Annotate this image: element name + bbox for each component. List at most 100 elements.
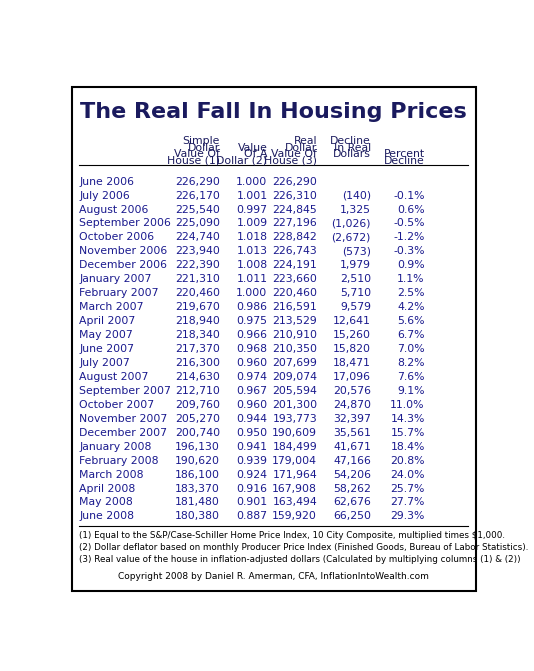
Text: November 2007: November 2007 (79, 414, 168, 424)
Text: 226,170: 226,170 (175, 191, 220, 201)
Text: 184,499: 184,499 (272, 442, 317, 452)
Text: 0.6%: 0.6% (397, 205, 425, 215)
Text: 219,670: 219,670 (175, 302, 220, 312)
Text: 0.941: 0.941 (237, 442, 268, 452)
Text: 227,196: 227,196 (272, 219, 317, 228)
Text: 183,370: 183,370 (175, 484, 220, 494)
Text: 212,710: 212,710 (175, 386, 220, 396)
Text: December 2007: December 2007 (79, 427, 167, 437)
Text: 5,710: 5,710 (340, 289, 371, 298)
Text: 224,740: 224,740 (175, 232, 220, 242)
Text: 190,609: 190,609 (272, 427, 317, 437)
Text: 213,529: 213,529 (272, 316, 317, 326)
Text: 226,310: 226,310 (272, 191, 317, 201)
Text: 54,206: 54,206 (333, 470, 371, 480)
Text: 222,390: 222,390 (175, 260, 220, 270)
Text: 196,130: 196,130 (175, 442, 220, 452)
Text: 159,920: 159,920 (272, 511, 317, 521)
Text: 209,074: 209,074 (272, 372, 317, 382)
Text: Value Of: Value Of (174, 149, 220, 159)
Text: (1,026): (1,026) (332, 219, 371, 228)
Text: -1.2%: -1.2% (394, 232, 425, 242)
Text: 15.7%: 15.7% (390, 427, 425, 437)
Text: 0.966: 0.966 (237, 330, 268, 340)
Text: (140): (140) (342, 191, 371, 201)
Text: 190,620: 190,620 (175, 456, 220, 466)
Text: 41,671: 41,671 (333, 442, 371, 452)
Text: March 2008: March 2008 (79, 470, 144, 480)
Text: 8.2%: 8.2% (397, 358, 425, 368)
Text: 0.967: 0.967 (237, 386, 268, 396)
Text: January 2008: January 2008 (79, 442, 152, 452)
Text: 1,325: 1,325 (340, 205, 371, 215)
Text: October 2006: October 2006 (79, 232, 154, 242)
Text: 2,510: 2,510 (340, 274, 371, 285)
Text: House (3): House (3) (264, 156, 317, 166)
Text: 180,380: 180,380 (175, 511, 220, 521)
Text: 11.0%: 11.0% (390, 400, 425, 410)
Text: 12,641: 12,641 (333, 316, 371, 326)
Text: 1.000: 1.000 (236, 176, 268, 187)
Text: May 2008: May 2008 (79, 497, 133, 507)
Text: 218,340: 218,340 (175, 330, 220, 340)
Text: August 2006: August 2006 (79, 205, 148, 215)
Text: 214,630: 214,630 (175, 372, 220, 382)
Text: 18,471: 18,471 (333, 358, 371, 368)
Text: September 2007: September 2007 (79, 386, 171, 396)
Text: Of A: Of A (244, 149, 268, 159)
Text: 228,842: 228,842 (272, 232, 317, 242)
Text: 226,290: 226,290 (272, 176, 317, 187)
Text: 14.3%: 14.3% (390, 414, 425, 424)
Text: 225,090: 225,090 (175, 219, 220, 228)
Text: 1.008: 1.008 (237, 260, 268, 270)
Text: 27.7%: 27.7% (390, 497, 425, 507)
Text: 223,660: 223,660 (272, 274, 317, 285)
Text: February 2007: February 2007 (79, 289, 159, 298)
Text: Decline: Decline (330, 136, 371, 146)
Text: 163,494: 163,494 (272, 497, 317, 507)
Text: 207,699: 207,699 (272, 358, 317, 368)
Text: March 2007: March 2007 (79, 302, 144, 312)
Text: 0.939: 0.939 (237, 456, 268, 466)
Text: 179,004: 179,004 (272, 456, 317, 466)
Text: 2.5%: 2.5% (397, 289, 425, 298)
Text: 32,397: 32,397 (333, 414, 371, 424)
Text: 224,191: 224,191 (272, 260, 317, 270)
Text: December 2006: December 2006 (79, 260, 167, 270)
Text: 0.997: 0.997 (237, 205, 268, 215)
Text: October 2007: October 2007 (79, 400, 154, 410)
Text: 0.944: 0.944 (237, 414, 268, 424)
Text: 0.924: 0.924 (237, 470, 268, 480)
Text: 1.000: 1.000 (236, 289, 268, 298)
Text: 1.011: 1.011 (237, 274, 268, 285)
Text: 193,773: 193,773 (272, 414, 317, 424)
Text: (573): (573) (342, 246, 371, 256)
Text: Real: Real (294, 136, 317, 146)
Text: 210,910: 210,910 (272, 330, 317, 340)
Text: (3) Real value of the house in inflation-adjusted dollars (Calculated by multipl: (3) Real value of the house in inflation… (79, 556, 521, 564)
Text: 226,743: 226,743 (272, 246, 317, 256)
Text: 224,845: 224,845 (272, 205, 317, 215)
Text: 29.3%: 29.3% (390, 511, 425, 521)
Text: 35,561: 35,561 (333, 427, 371, 437)
Text: July 2006: July 2006 (79, 191, 130, 201)
Text: Dollars: Dollars (333, 149, 371, 159)
Text: (1) Equal to the S&P/Case-Schiller Home Price Index, 10 City Composite, multipli: (1) Equal to the S&P/Case-Schiller Home … (79, 531, 505, 539)
Text: 200,740: 200,740 (175, 427, 220, 437)
Text: Value Of: Value Of (271, 149, 317, 159)
Text: 181,480: 181,480 (175, 497, 220, 507)
Text: 220,460: 220,460 (272, 289, 317, 298)
Text: 201,300: 201,300 (272, 400, 317, 410)
Text: 62,676: 62,676 (333, 497, 371, 507)
Text: 5.6%: 5.6% (397, 316, 425, 326)
Text: 7.6%: 7.6% (397, 372, 425, 382)
Text: (2,672): (2,672) (332, 232, 371, 242)
Text: 4.2%: 4.2% (397, 302, 425, 312)
Text: Dollar: Dollar (285, 143, 317, 153)
Text: 58,262: 58,262 (333, 484, 371, 494)
Text: Value: Value (238, 143, 268, 153)
Text: 221,310: 221,310 (175, 274, 220, 285)
Text: 7.0%: 7.0% (397, 344, 425, 354)
Text: (2) Dollar deflator based on monthly Producer Price Index (Finished Goods, Burea: (2) Dollar deflator based on monthly Pro… (79, 543, 529, 552)
Text: 205,594: 205,594 (272, 386, 317, 396)
